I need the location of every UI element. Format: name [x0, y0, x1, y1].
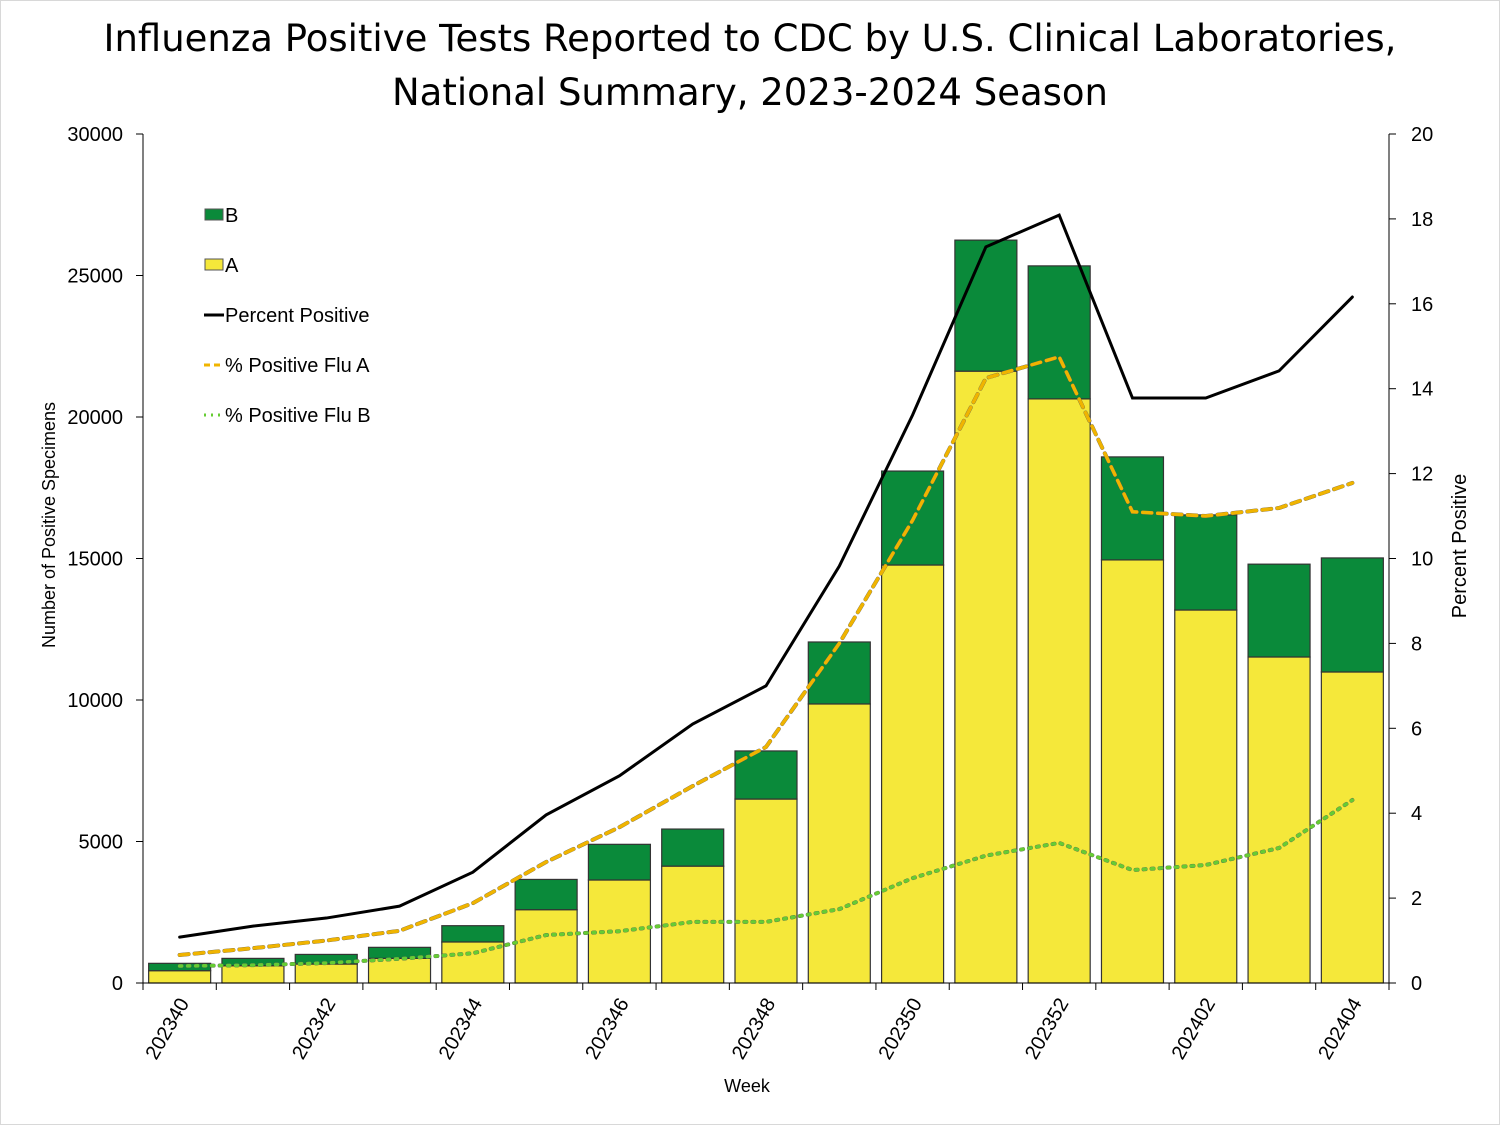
bar-a-202349 [807, 703, 871, 984]
y-right-tick-label: 0 [1411, 973, 1422, 995]
chart-title-line2: National Summary, 2023-2024 Season [392, 71, 1108, 114]
bar-b-202351 [954, 239, 1018, 372]
x-tick-label: 202402 [1168, 995, 1220, 1064]
bar-a-202401 [1100, 559, 1165, 984]
line-positive-flu-b [177, 798, 1355, 968]
bar-a-202341 [221, 965, 285, 984]
bar-a-202340 [148, 970, 212, 984]
bar-b-202346 [587, 843, 652, 881]
bar-a-202352 [1027, 398, 1091, 984]
legend-swatch-a [204, 258, 224, 271]
y-right-tick-label: 8 [1411, 633, 1422, 655]
bar-a-202403 [1247, 656, 1311, 984]
bar-a-202345 [514, 909, 578, 984]
chart-title-line1: Influenza Positive Tests Reported to CDC… [103, 17, 1397, 60]
bar-a-202350 [880, 564, 945, 984]
y-axis-label: Number of Positive Specimens [39, 402, 59, 648]
y-right-tick-label: 12 [1411, 464, 1433, 486]
bar-b-202404 [1320, 557, 1384, 673]
x-tick-label: 202340 [142, 995, 194, 1064]
y-tick-label: 10000 [67, 690, 123, 712]
bar-b-202345 [514, 878, 578, 911]
legend-label: % Positive Flu A [225, 355, 370, 377]
y-right-tick-label: 4 [1411, 803, 1422, 825]
x-tick-label: 202352 [1021, 995, 1073, 1064]
x-tick-label: 202344 [435, 995, 487, 1064]
bar-b-202343 [367, 946, 432, 959]
line-percent-positive [178, 213, 1354, 939]
legend-swatch-b [204, 208, 224, 221]
y-right-tick-label: 6 [1411, 718, 1422, 740]
y-right-tick-label: 2 [1411, 888, 1422, 910]
legend-label: Percent Positive [225, 305, 370, 327]
y-right-tick-label: 14 [1411, 379, 1433, 401]
bar-b-202402 [1174, 514, 1238, 611]
bar-b-202344 [441, 925, 505, 943]
y-right-tick-label: 16 [1411, 294, 1433, 316]
x-axis-label: Week [724, 1076, 771, 1096]
legend: B A Percent Positive % Positive Flu A % Posi… [204, 205, 371, 427]
x-tick-label: 202346 [581, 995, 633, 1064]
x-tick-label: 202350 [874, 995, 926, 1064]
bar-a-202342 [294, 963, 358, 984]
bar-a-202402 [1174, 609, 1238, 984]
legend-label: A [225, 255, 239, 277]
y-tick-label: 25000 [67, 266, 123, 288]
y-right-tick-label: 10 [1411, 549, 1433, 571]
x-tick-label: 202342 [288, 995, 340, 1064]
y-tick-label: 20000 [67, 407, 123, 429]
bar-a-202404 [1320, 671, 1384, 984]
y-tick-label: 5000 [79, 832, 124, 854]
bar-a-202351 [954, 370, 1018, 984]
bar-a-202343 [367, 957, 432, 984]
x-tick-label: 202348 [728, 995, 780, 1064]
bar-b-202403 [1247, 563, 1311, 658]
legend-label: % Positive Flu B [225, 405, 371, 427]
y-tick-label: 0 [112, 973, 123, 995]
y-axis-right-label: Percent Positive [1449, 474, 1471, 619]
chart-title: Influenza Positive Tests Reported to CDC… [0, 12, 1500, 120]
y-tick-label: 30000 [67, 124, 123, 146]
legend-label: B [225, 205, 238, 227]
y-right-tick-label: 20 [1411, 124, 1433, 146]
x-tick-label: 202404 [1314, 995, 1366, 1064]
y-right-tick-label: 18 [1411, 209, 1433, 231]
bar-b-202352 [1027, 265, 1091, 400]
bar-b-202347 [661, 828, 725, 867]
line-positive-flu-a [177, 354, 1355, 957]
bar-a-202348 [734, 798, 798, 984]
y-tick-label: 15000 [67, 549, 123, 571]
